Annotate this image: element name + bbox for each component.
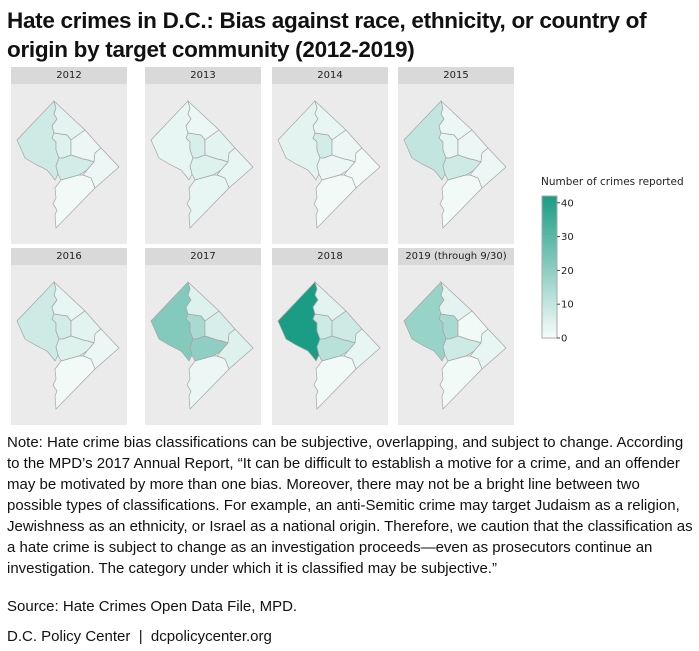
dc-map	[150, 280, 254, 410]
district-west[interactable]	[150, 100, 194, 181]
dc-map	[403, 280, 507, 410]
dc-map	[277, 99, 381, 229]
legend-tick-label: 20	[561, 266, 574, 277]
dc-map	[403, 99, 507, 229]
district-south[interactable]	[313, 174, 357, 229]
legend-tick-label: 30	[561, 232, 574, 243]
dc-map	[277, 280, 381, 410]
source-text: Source: Hate Crimes Open Data File, MPD.	[7, 598, 298, 615]
map-panel: 2016	[11, 248, 127, 425]
panel-label: 2019 (through 9/30)	[398, 248, 514, 265]
district-west[interactable]	[403, 281, 447, 362]
map-panel: 2017	[145, 248, 261, 425]
map-panel: 2019 (through 9/30)	[398, 248, 514, 425]
district-west[interactable]	[277, 281, 321, 362]
legend-colorbar: 0 10 20 30 40	[541, 195, 574, 345]
chart-title: Hate crimes in D.C.: Bias against race, …	[7, 8, 647, 62]
legend-tick-label: 10	[561, 300, 574, 311]
note-text: Note: Hate crime bias classifications ca…	[7, 434, 693, 577]
map-panel: 2014	[272, 67, 388, 244]
district-west[interactable]	[150, 281, 194, 362]
map-panel: 2012	[11, 67, 127, 244]
map-panel: 2018	[272, 248, 388, 425]
panel-label: 2016	[11, 248, 127, 265]
legend-tick-label: 40	[561, 198, 574, 209]
district-west[interactable]	[16, 281, 60, 362]
legend-title: Number of crimes reported	[541, 176, 684, 188]
district-south[interactable]	[186, 174, 230, 229]
district-south[interactable]	[439, 355, 483, 410]
legend-tick-label: 0	[561, 334, 567, 345]
footer-credit: D.C. Policy Center | dcpolicycenter.org	[7, 628, 272, 645]
district-west[interactable]	[277, 100, 321, 181]
dc-map	[16, 280, 120, 410]
panel-label: 2014	[272, 67, 388, 84]
panel-label: 2018	[272, 248, 388, 265]
map-panel: 2015	[398, 67, 514, 244]
district-south[interactable]	[439, 174, 483, 229]
dc-map	[150, 99, 254, 229]
district-south[interactable]	[52, 174, 96, 229]
district-south[interactable]	[52, 355, 96, 410]
district-west[interactable]	[403, 100, 447, 181]
district-south[interactable]	[313, 355, 357, 410]
district-south[interactable]	[186, 355, 230, 410]
panel-label: 2012	[11, 67, 127, 84]
panel-label: 2017	[145, 248, 261, 265]
panel-label: 2013	[145, 67, 261, 84]
color-legend: Number of crimes reported 0 10 20 30 40	[541, 176, 684, 351]
district-west[interactable]	[16, 100, 60, 181]
panel-label: 2015	[398, 67, 514, 84]
map-panel: 2013	[145, 67, 261, 244]
legend-gradient	[541, 195, 558, 339]
dc-map	[16, 99, 120, 229]
